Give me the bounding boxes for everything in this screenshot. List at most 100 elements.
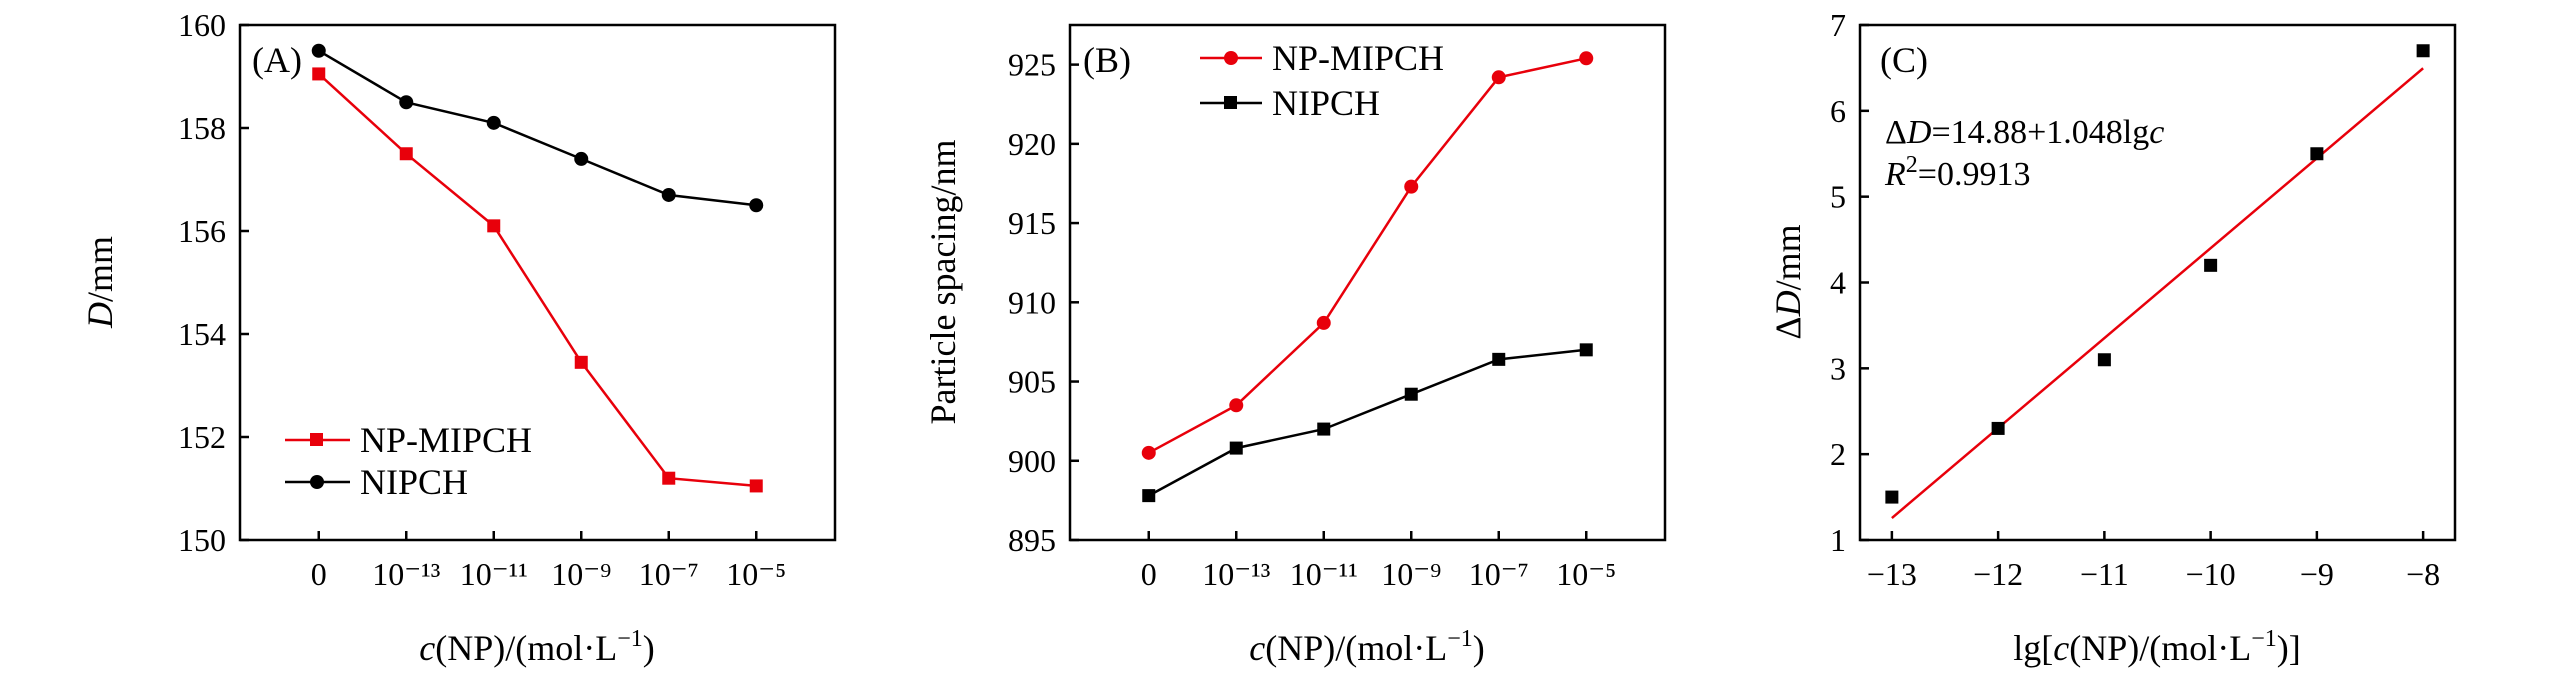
y-tick-label: 905 <box>1008 364 1056 400</box>
x-ticks: 0 10⁻¹³ 10⁻¹¹ 10⁻⁹ 10⁻⁷ 10⁻⁵ <box>311 531 786 592</box>
data-point-nipch <box>574 151 589 166</box>
data-point-nipch <box>1579 343 1593 357</box>
legend-marker-nipch <box>310 475 324 489</box>
x-tick-label: 10⁻⁷ <box>639 556 699 592</box>
fit-line <box>1891 67 2424 519</box>
x-tick-label: 10⁻¹³ <box>1202 556 1270 592</box>
y-axis-title: Particle spacing/nm <box>923 140 963 425</box>
fit-line-group <box>1891 67 2424 519</box>
data-point-np-mipch <box>399 147 413 161</box>
y-ticks: 150 152 154 156 158 160 <box>178 7 249 558</box>
data-point-nipch <box>749 198 764 213</box>
y-tick-label: 6 <box>1830 93 1846 129</box>
x-tick-label: 10⁻¹¹ <box>1290 556 1358 592</box>
legend-marker-np-mipch <box>310 433 323 446</box>
panel-b: 895 900 905 910 915 920 925 0 10⁻¹³ 10⁻¹¹ 10⁻⁹ 10⁻… <box>923 23 1667 668</box>
plot-frame <box>1068 23 1667 542</box>
x-axis-title: c(NP)/(mol·L−1) <box>1249 626 1485 668</box>
x-tick-label: 10⁻⁵ <box>726 556 786 592</box>
data-point-np-mipch <box>1141 445 1156 460</box>
data-point-nipch <box>1492 352 1506 366</box>
fit-equation: ΔD=14.88+1.048lgc <box>1885 114 2164 151</box>
data-point-np-mipch <box>574 355 588 369</box>
x-tick-label: 0 <box>1141 556 1157 592</box>
y-tick-label: 1 <box>1830 522 1846 558</box>
panel-label: (A) <box>252 40 302 80</box>
x-tick-label: 10⁻⁹ <box>1381 556 1441 592</box>
plot-frame <box>1858 23 2457 542</box>
y-tick-label: 2 <box>1830 436 1846 472</box>
data-point-np-mipch <box>1316 315 1331 330</box>
x-axis-title: c(NP)/(mol·L−1) <box>419 626 655 668</box>
y-tick-label: 900 <box>1008 443 1056 479</box>
x-tick-label: 0 <box>311 556 327 592</box>
data-point <box>1885 490 1899 504</box>
data-point-nipch <box>1229 441 1243 455</box>
legend: NP-MIPCH NIPCH <box>1200 38 1444 123</box>
series-line-nipch <box>318 49 757 207</box>
panel-a: 150 152 154 156 158 160 0 10⁻¹³ 10⁻¹¹ 10⁻⁹ 10⁻⁷ 10… <box>80 7 837 668</box>
plot-frame <box>238 23 837 542</box>
legend-label-np-mipch: NP-MIPCH <box>1272 38 1444 78</box>
data-point-nipch <box>1317 422 1331 436</box>
legend-label-nipch: NIPCH <box>360 462 468 502</box>
series-line-nipch <box>1148 348 1587 497</box>
legend-marker-np-mipch <box>1224 51 1238 65</box>
y-tick-label: 150 <box>178 522 226 558</box>
data-point-np-mipch <box>487 219 501 233</box>
data-point-nipch <box>486 115 501 130</box>
series-line-np-mipch <box>317 72 757 488</box>
data-point <box>2310 147 2324 161</box>
panel-c: 1 2 3 4 5 6 7 −13 −12 −11 −10 −9 −8 (C) ΔD=14.88+1.… <box>1768 7 2457 668</box>
y-tick-label: 5 <box>1830 179 1846 215</box>
data-point-np-mipch <box>662 471 676 485</box>
x-tick-label: −9 <box>2300 556 2334 592</box>
series-group <box>1141 51 1594 503</box>
y-tick-label: 915 <box>1008 205 1056 241</box>
y-axis-title: D/mm <box>80 236 120 329</box>
data-point-np-mipch <box>1229 398 1244 413</box>
y-tick-label: 920 <box>1008 126 1056 162</box>
panel-label: (B) <box>1083 40 1131 80</box>
y-tick-label: 3 <box>1830 350 1846 386</box>
data-point-np-mipch <box>749 479 763 493</box>
series-group <box>311 43 764 493</box>
data-point-nipch <box>399 95 414 110</box>
data-point-np-mipch <box>1404 179 1419 194</box>
y-ticks: 895 900 905 910 915 920 925 <box>1008 47 1079 558</box>
x-tick-label: −10 <box>2186 556 2236 592</box>
x-tick-label: −13 <box>1867 556 1917 592</box>
data-point-nipch <box>1404 387 1418 401</box>
y-tick-label: 925 <box>1008 47 1056 83</box>
x-tick-label: 10⁻⁵ <box>1556 556 1616 592</box>
y-tick-label: 158 <box>178 110 226 146</box>
x-tick-label: 10⁻⁷ <box>1469 556 1529 592</box>
y-axis-title: ΔD/mm <box>1768 224 1808 339</box>
y-tick-label: 152 <box>178 419 226 455</box>
data-point-np-mipch <box>1491 70 1506 85</box>
x-ticks: 0 10⁻¹³ 10⁻¹¹ 10⁻⁹ 10⁻⁷ 10⁻⁵ <box>1141 531 1616 592</box>
legend-marker-nipch <box>1224 96 1237 109</box>
fit-r-squared: R2=0.9913 <box>1884 152 2030 193</box>
x-tick-label: 10⁻⁹ <box>551 556 611 592</box>
data-point-np-mipch <box>1579 51 1594 66</box>
legend-label-nipch: NIPCH <box>1272 83 1380 123</box>
series-line-np-mipch <box>1148 57 1587 454</box>
x-tick-label: 10⁻¹¹ <box>460 556 528 592</box>
y-tick-label: 910 <box>1008 284 1056 320</box>
panel-label: (C) <box>1880 40 1928 80</box>
data-point-np-mipch <box>312 67 326 81</box>
legend: NP-MIPCH NIPCH <box>285 420 532 502</box>
x-tick-label: −11 <box>2080 556 2129 592</box>
y-tick-label: 895 <box>1008 522 1056 558</box>
data-point <box>1991 421 2005 435</box>
points-group <box>1885 44 2430 504</box>
x-axis-title: lg[c(NP)/(mol·L−1)] <box>2013 626 2300 668</box>
x-ticks: −13 −12 −11 −10 −9 −8 <box>1867 531 2440 592</box>
y-tick-label: 160 <box>178 7 226 43</box>
data-point-nipch <box>311 43 326 58</box>
y-tick-label: 154 <box>178 316 226 352</box>
data-point <box>2097 353 2111 367</box>
data-point <box>2416 44 2430 58</box>
